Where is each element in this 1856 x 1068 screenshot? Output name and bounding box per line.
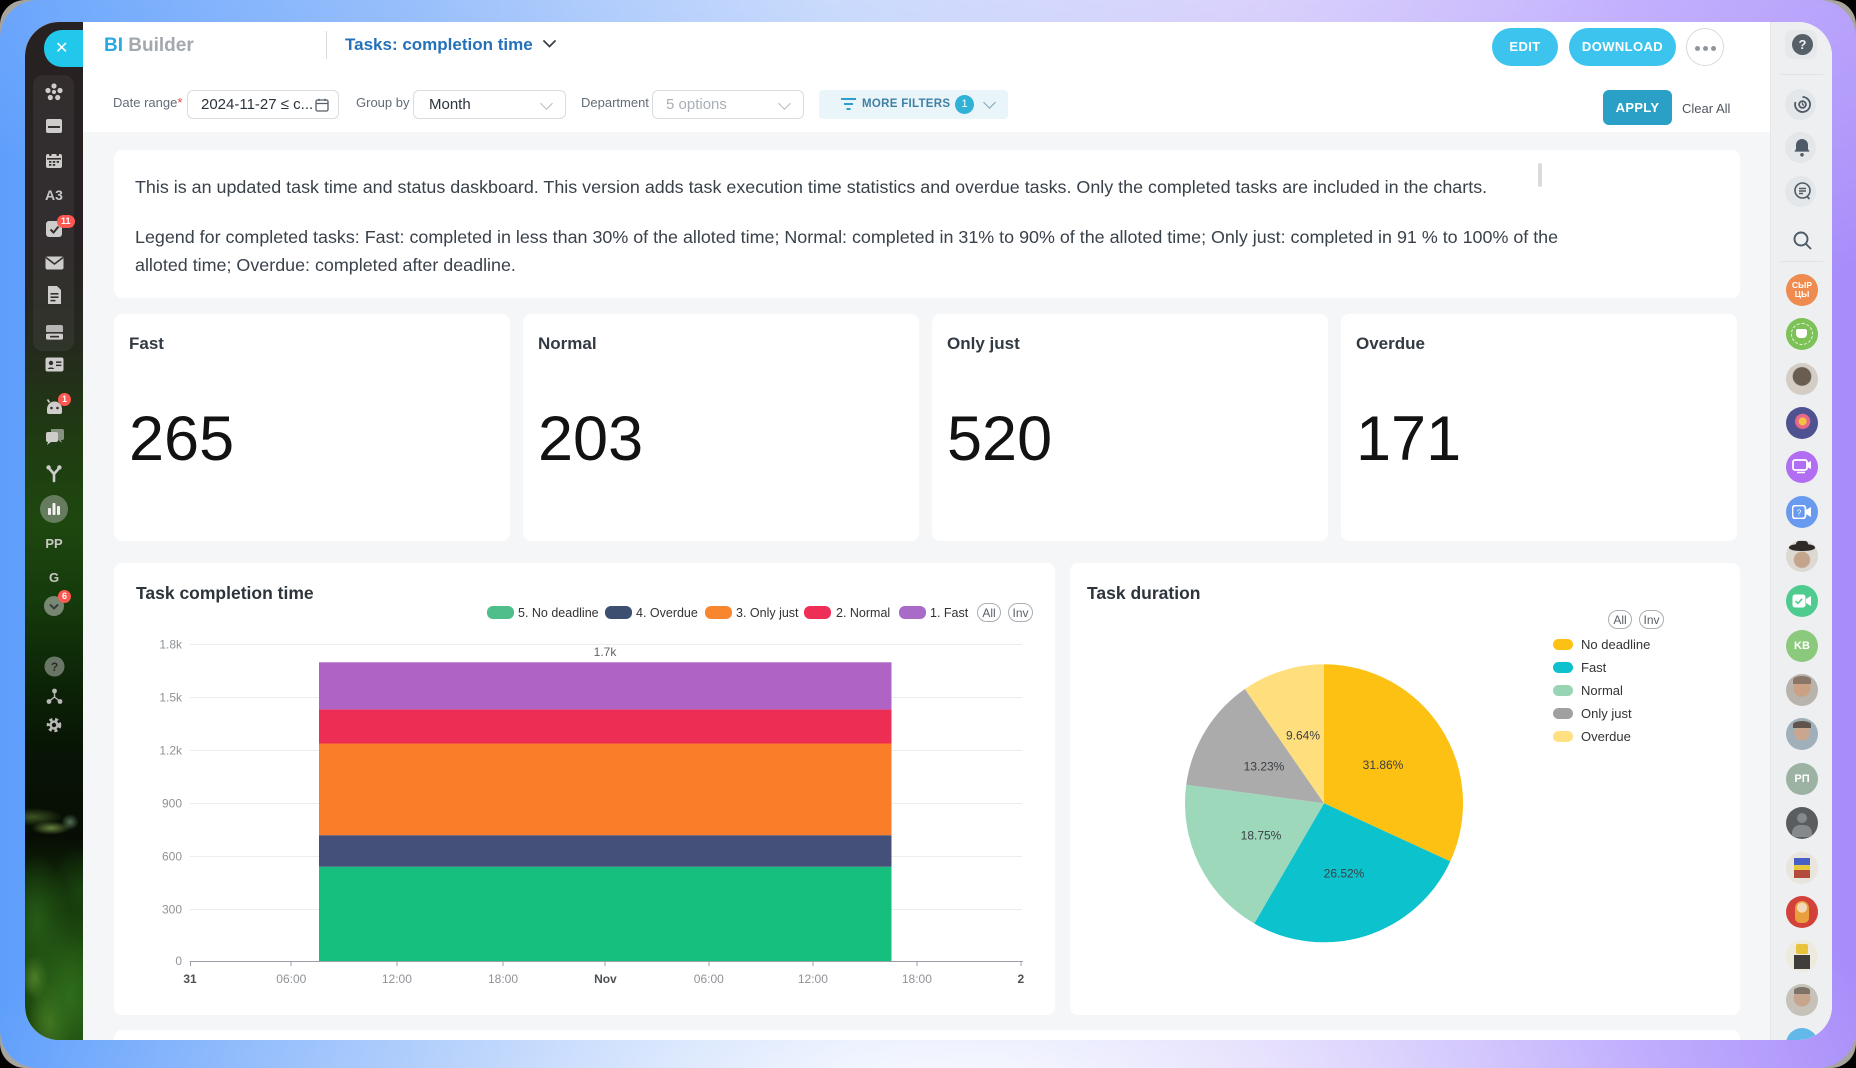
svg-text:12:00: 12:00 [798, 972, 828, 986]
svg-text:0: 0 [175, 954, 182, 968]
svg-text:?: ? [50, 660, 57, 674]
svg-text:1.7k: 1.7k [594, 645, 618, 659]
svg-text:1.2k: 1.2k [159, 744, 183, 758]
svg-text:18:00: 18:00 [488, 972, 518, 986]
svg-text:26.52%: 26.52% [1324, 867, 1365, 881]
svg-text:06:00: 06:00 [276, 972, 306, 986]
svg-text:?: ? [1798, 37, 1806, 52]
svg-text:12:00: 12:00 [382, 972, 412, 986]
svg-text:9.64%: 9.64% [1286, 729, 1320, 743]
svg-text:31: 31 [183, 972, 197, 986]
svg-text:?: ? [1797, 509, 1802, 518]
svg-text:Nov: Nov [594, 972, 617, 986]
svg-text:18:00: 18:00 [902, 972, 932, 986]
svg-text:13.23%: 13.23% [1244, 760, 1285, 774]
svg-text:300: 300 [162, 903, 182, 917]
svg-text:600: 600 [162, 850, 182, 864]
svg-text:31.86%: 31.86% [1363, 758, 1404, 772]
svg-text:2: 2 [1017, 972, 1024, 986]
svg-text:18.75%: 18.75% [1241, 829, 1282, 843]
svg-text:06:00: 06:00 [694, 972, 724, 986]
svg-text:1.8k: 1.8k [159, 638, 183, 652]
svg-text:900: 900 [162, 797, 182, 811]
svg-text:1.5k: 1.5k [159, 691, 183, 705]
